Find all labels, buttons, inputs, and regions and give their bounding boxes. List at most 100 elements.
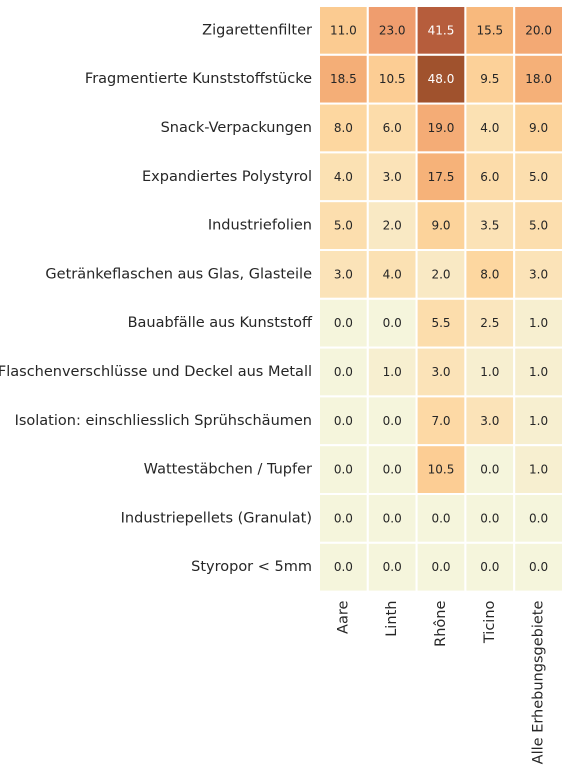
cell-value-styropor-5mm-alle-erhebungsgebiete: 0.0 <box>529 560 548 574</box>
row-label-flaschenverschl-sse-und-deckel-aus-metall: Flaschenverschlüsse und Deckel aus Metal… <box>0 364 312 380</box>
cell-value-bauabf-lle-aus-kunststoff-ticino: 2.5 <box>480 316 499 330</box>
cell-value-fragmentierte-kunststoffst-cke-linth: 10.5 <box>379 72 406 86</box>
row-label-snack-verpackungen: Snack-Verpackungen <box>161 120 312 136</box>
heatmap-cell-styropor-5mm-ticino <box>464 541 516 593</box>
cell-value-wattest-bchen-tupfer-ticino: 0.0 <box>480 463 499 477</box>
cell-value-snack-verpackungen-ticino: 4.0 <box>480 121 499 135</box>
heatmap-cell-fragmentierte-kunststoffst-cke-rh-ne <box>415 53 467 105</box>
heatmap-cell-isolation-einschliesslich-spr-hsch-umen-alle-erhebungsgebiete <box>513 395 565 447</box>
row-label-expandiertes-polystyrol: Expandiertes Polystyrol <box>142 169 312 185</box>
cell-value-fragmentierte-kunststoffst-cke-rh-ne: 48.0 <box>428 72 455 86</box>
cell-value-wattest-bchen-tupfer-aare: 0.0 <box>334 463 353 477</box>
cell-value-wattest-bchen-tupfer-rh-ne: 10.5 <box>428 463 455 477</box>
heatmap-cell-styropor-5mm-aare <box>318 541 369 593</box>
cell-value-industriefolien-ticino: 3.5 <box>480 219 499 233</box>
heatmap-cell-styropor-5mm-alle-erhebungsgebiete <box>513 541 565 593</box>
cell-value-expandiertes-polystyrol-rh-ne: 17.5 <box>428 170 455 184</box>
cell-value-industriefolien-aare: 5.0 <box>334 219 353 233</box>
heatmap-cell-wattest-bchen-tupfer-rh-ne <box>415 444 467 496</box>
heatmap-cell-flaschenverschl-sse-und-deckel-aus-metall-linth <box>366 346 418 398</box>
heatmap-cells: 11.0 23.0 41.5 15.5 20.0 18.5 10.5 48.0 9.5 18.0 8… <box>318 5 565 593</box>
cell-value-expandiertes-polystyrol-aare: 4.0 <box>334 170 353 184</box>
row-label-styropor-5mm: Styropor < 5mm <box>191 559 312 575</box>
cell-value-snack-verpackungen-linth: 6.0 <box>383 121 402 135</box>
heatmap-cell-snack-verpackungen-ticino <box>464 102 516 154</box>
cell-value-zigarettenfilter-ticino: 15.5 <box>476 23 503 37</box>
column-label-linth: Linth <box>384 601 400 637</box>
heatmap-cell-flaschenverschl-sse-und-deckel-aus-metall-aare <box>318 346 369 398</box>
cell-value-snack-verpackungen-alle-erhebungsgebiete: 9.0 <box>529 121 548 135</box>
cell-value-wattest-bchen-tupfer-linth: 0.0 <box>383 463 402 477</box>
column-label-ticino: Ticino <box>482 600 498 644</box>
cell-value-flaschenverschl-sse-und-deckel-aus-metall-ticino: 1.0 <box>480 365 499 379</box>
heatmap-cell-industriefolien-rh-ne <box>415 200 467 251</box>
cell-value-flaschenverschl-sse-und-deckel-aus-metall-rh-ne: 3.0 <box>431 365 450 379</box>
cell-value-isolation-einschliesslich-spr-hsch-umen-rh-ne: 7.0 <box>431 414 450 428</box>
row-label-industriefolien: Industriefolien <box>208 218 312 234</box>
cell-value-industriepellets-granulat-ticino: 0.0 <box>480 511 499 525</box>
cell-value-industriepellets-granulat-rh-ne: 0.0 <box>431 511 450 525</box>
cell-value-snack-verpackungen-aare: 8.0 <box>334 121 353 135</box>
row-labels: Zigarettenfilter Fragmentierte Kunststoff… <box>0 22 313 575</box>
cell-value-bauabf-lle-aus-kunststoff-aare: 0.0 <box>334 316 353 330</box>
cell-value-zigarettenfilter-aare: 11.0 <box>330 23 357 37</box>
heatmap-cell-industriepellets-granulat-ticino <box>464 493 516 544</box>
cell-value-industriepellets-granulat-alle-erhebungsgebiete: 0.0 <box>529 511 548 525</box>
row-label-fragmentierte-kunststoffst-cke: Fragmentierte Kunststoffstücke <box>85 71 312 87</box>
cell-value-industriefolien-rh-ne: 9.0 <box>431 219 450 233</box>
cell-value-zigarettenfilter-rh-ne: 41.5 <box>428 23 455 37</box>
cell-value-wattest-bchen-tupfer-alle-erhebungsgebiete: 1.0 <box>529 463 548 477</box>
cell-value-bauabf-lle-aus-kunststoff-alle-erhebungsgebiete: 1.0 <box>529 316 548 330</box>
cell-value-expandiertes-polystyrol-ticino: 6.0 <box>480 170 499 184</box>
column-label-rh-ne: Rhône <box>433 601 449 647</box>
cell-value-getr-nkeflaschen-aus-glas-glasteile-alle-erhebungsgebiete: 3.0 <box>529 267 548 281</box>
heatmap-cell-industriefolien-aare <box>318 200 369 251</box>
heatmap-cell-styropor-5mm-linth <box>366 541 418 593</box>
row-label-industriepellets-granulat: Industriepellets (Granulat) <box>121 510 312 526</box>
cell-value-bauabf-lle-aus-kunststoff-linth: 0.0 <box>383 316 402 330</box>
cell-value-flaschenverschl-sse-und-deckel-aus-metall-alle-erhebungsgebiete: 1.0 <box>529 365 548 379</box>
cell-value-industriefolien-linth: 2.0 <box>383 219 402 233</box>
cell-value-expandiertes-polystyrol-alle-erhebungsgebiete: 5.0 <box>529 170 548 184</box>
row-label-bauabf-lle-aus-kunststoff: Bauabfälle aus Kunststoff <box>128 315 313 331</box>
cell-value-snack-verpackungen-rh-ne: 19.0 <box>428 121 455 135</box>
cell-value-isolation-einschliesslich-spr-hsch-umen-ticino: 3.0 <box>480 414 499 428</box>
cell-value-isolation-einschliesslich-spr-hsch-umen-linth: 0.0 <box>383 414 402 428</box>
column-label-alle-erhebungsgebiete: Alle Erhebungsgebiete <box>531 601 547 765</box>
cell-value-fragmentierte-kunststoffst-cke-ticino: 9.5 <box>480 72 499 86</box>
heatmap-cell-expandiertes-polystyrol-alle-erhebungsgebiete <box>513 151 565 203</box>
cell-value-flaschenverschl-sse-und-deckel-aus-metall-aare: 0.0 <box>334 365 353 379</box>
cell-value-styropor-5mm-ticino: 0.0 <box>480 560 499 574</box>
cell-value-isolation-einschliesslich-spr-hsch-umen-alle-erhebungsgebiete: 1.0 <box>529 414 548 428</box>
heatmap-cell-industriepellets-granulat-rh-ne <box>415 493 467 544</box>
cell-value-getr-nkeflaschen-aus-glas-glasteile-aare: 3.0 <box>334 267 353 281</box>
cell-value-industriepellets-granulat-linth: 0.0 <box>383 511 402 525</box>
cell-value-getr-nkeflaschen-aus-glas-glasteile-ticino: 8.0 <box>480 267 499 281</box>
heatmap-cell-fragmentierte-kunststoffst-cke-aare <box>318 53 369 105</box>
cell-value-isolation-einschliesslich-spr-hsch-umen-aare: 0.0 <box>334 414 353 428</box>
heatmap-cell-getr-nkeflaschen-aus-glas-glasteile-alle-erhebungsgebiete <box>513 249 565 300</box>
heatmap-cell-getr-nkeflaschen-aus-glas-glasteile-linth <box>366 249 418 300</box>
row-label-getr-nkeflaschen-aus-glas-glasteile: Getränkeflaschen aus Glas, Glasteile <box>45 266 312 282</box>
heatmap-cell-expandiertes-polystyrol-ticino <box>464 151 516 203</box>
heatmap-cell-industriefolien-linth <box>366 200 418 251</box>
cell-value-styropor-5mm-linth: 0.0 <box>383 560 402 574</box>
cell-value-industriefolien-alle-erhebungsgebiete: 5.0 <box>529 219 548 233</box>
row-label-isolation-einschliesslich-spr-hsch-umen: Isolation: einschliesslich Sprühschäumen <box>15 413 312 429</box>
cell-value-industriepellets-granulat-aare: 0.0 <box>334 511 353 525</box>
heatmap-cell-snack-verpackungen-linth <box>366 102 418 154</box>
heatmap-cell-wattest-bchen-tupfer-alle-erhebungsgebiete <box>513 444 565 496</box>
heatmap-cell-expandiertes-polystyrol-aare <box>318 151 369 203</box>
cell-value-flaschenverschl-sse-und-deckel-aus-metall-linth: 1.0 <box>383 365 402 379</box>
heatmap-cell-bauabf-lle-aus-kunststoff-aare <box>318 297 369 349</box>
cell-value-fragmentierte-kunststoffst-cke-aare: 18.5 <box>330 72 357 86</box>
heatmap-cell-getr-nkeflaschen-aus-glas-glasteile-ticino <box>464 249 516 300</box>
cell-value-getr-nkeflaschen-aus-glas-glasteile-rh-ne: 2.0 <box>431 267 450 281</box>
cell-value-expandiertes-polystyrol-linth: 3.0 <box>383 170 402 184</box>
cell-value-zigarettenfilter-linth: 23.0 <box>379 23 406 37</box>
heatmap-cell-industriepellets-granulat-alle-erhebungsgebiete <box>513 493 565 544</box>
cell-value-getr-nkeflaschen-aus-glas-glasteile-linth: 4.0 <box>383 267 402 281</box>
cell-value-fragmentierte-kunststoffst-cke-alle-erhebungsgebiete: 18.0 <box>525 72 552 86</box>
heatmap-cell-industriepellets-granulat-aare <box>318 493 369 544</box>
